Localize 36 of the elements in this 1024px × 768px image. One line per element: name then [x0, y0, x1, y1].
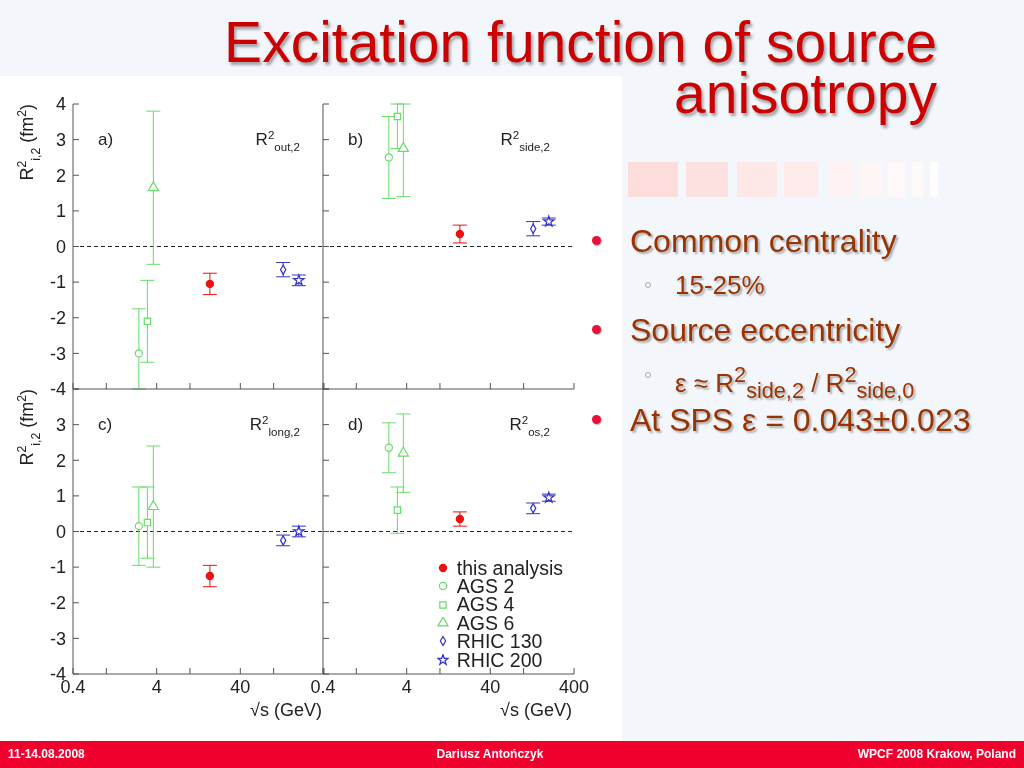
y-tick-label: -2 — [49, 308, 66, 329]
y-tick-label: -3 — [49, 343, 66, 364]
y-tick-label: 3 — [55, 129, 66, 150]
x-tick-label: 4 — [401, 677, 412, 697]
annotation: d) — [348, 415, 364, 434]
text: Excitation function of source anisotropy — [224, 10, 937, 125]
x-tick-label: 400 — [558, 677, 590, 697]
y-tick-label: 1 — [55, 486, 66, 507]
x-tick-label: 40 — [480, 677, 501, 697]
source-note: Source eccentricity — [630, 311, 901, 349]
x-tick-label: 0.4 — [310, 677, 336, 697]
x-tick-label: 40 — [230, 677, 251, 697]
y-tick-label: -3 — [49, 628, 66, 649]
y-tick-label: -4 — [49, 379, 66, 400]
y-tick-label: -1 — [49, 272, 66, 293]
text: 11-14.08.2008 — [8, 747, 85, 761]
y-tick-label: 0 — [55, 236, 66, 257]
annotation: a) — [98, 130, 114, 149]
annotation: b) — [348, 130, 364, 149]
text: 15-25% — [675, 269, 765, 301]
y-tick-label: 2 — [55, 165, 66, 186]
x-axis-title: √s (GeV) — [500, 700, 572, 720]
text: WPCF 2008 Krakow, Poland — [857, 747, 1016, 761]
y-tick-label: 1 — [55, 201, 66, 222]
y-tick-label: 0 — [55, 521, 66, 542]
text: Dariusz Antończyk — [436, 747, 544, 761]
y-tick-label: -1 — [49, 557, 66, 578]
x-tick-label: 4 — [151, 677, 162, 697]
y-tick-label: 4 — [55, 94, 66, 115]
y-tick-label: 2 — [55, 450, 66, 471]
text: At SPS ε = 0.043±0.023 — [630, 401, 971, 439]
text: Common centrality — [630, 222, 897, 260]
annotation: c) — [98, 415, 113, 434]
y-tick-label: 3 — [55, 414, 66, 435]
y-tick-label: -2 — [49, 593, 66, 614]
x-axis-title: √s (GeV) — [250, 700, 322, 720]
